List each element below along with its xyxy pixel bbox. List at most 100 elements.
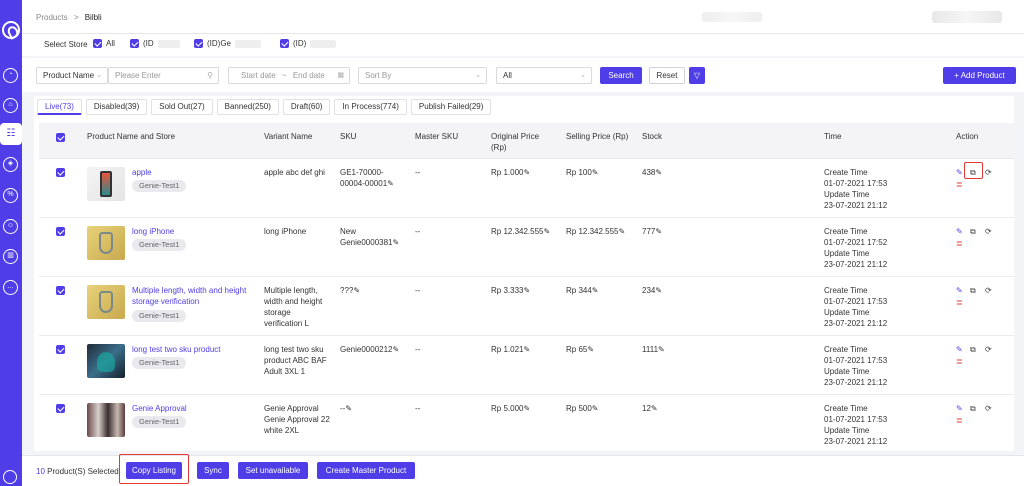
tab-publish-failed[interactable]: Publish Failed(29) bbox=[410, 99, 492, 115]
row-checkbox[interactable] bbox=[56, 168, 65, 177]
tab-disabled[interactable]: Disabled(39) bbox=[85, 99, 148, 115]
product-thumbnail[interactable] bbox=[87, 285, 125, 319]
support-icon[interactable] bbox=[3, 470, 17, 484]
search-button[interactable]: Search bbox=[600, 67, 642, 84]
edit-icon[interactable]: ✎ bbox=[956, 286, 963, 295]
row-checkbox[interactable] bbox=[56, 227, 65, 236]
filter-icon[interactable]: ▽ bbox=[689, 67, 705, 84]
cart-icon[interactable]: ⌂ bbox=[3, 98, 18, 113]
set-unavailable-button[interactable]: Set unavailable bbox=[238, 462, 308, 479]
promotion-icon[interactable]: % bbox=[3, 188, 18, 203]
product-name-link[interactable]: long test two sku product bbox=[132, 345, 221, 354]
delete-list-icon[interactable]: ≣ bbox=[956, 416, 963, 425]
checkbox-icon[interactable] bbox=[194, 39, 203, 48]
copy-listing-button[interactable]: Copy Listing bbox=[126, 462, 182, 479]
checkbox-icon[interactable] bbox=[280, 39, 289, 48]
tab-live[interactable]: Live(73) bbox=[37, 99, 82, 115]
message-icon[interactable]: … bbox=[3, 280, 18, 295]
edit-price-icon[interactable]: ✎ bbox=[591, 168, 599, 177]
tab-sold-out[interactable]: Sold Out(27) bbox=[151, 99, 213, 115]
delete-list-icon[interactable]: ≣ bbox=[956, 180, 963, 189]
store-option-all[interactable]: All bbox=[93, 39, 115, 48]
edit-price-icon[interactable]: ✎ bbox=[523, 168, 531, 177]
sync-icon[interactable]: ⟳ bbox=[985, 168, 992, 177]
edit-price-icon[interactable]: ✎ bbox=[587, 345, 595, 354]
store-option-1[interactable]: (ID bbox=[130, 39, 180, 48]
breadcrumb-root[interactable]: Products bbox=[36, 13, 68, 22]
edit-stock-icon[interactable]: ✎ bbox=[650, 404, 658, 413]
col-stock: Stock bbox=[642, 132, 663, 141]
edit-sku-icon[interactable]: ✎ bbox=[392, 345, 400, 354]
edit-stock-icon[interactable]: ✎ bbox=[655, 168, 663, 177]
edit-price-icon[interactable]: ✎ bbox=[523, 404, 531, 413]
field-select[interactable]: Product Name ⌄ bbox=[36, 67, 108, 84]
edit-price-icon[interactable]: ✎ bbox=[523, 286, 531, 295]
edit-price-icon[interactable]: ✎ bbox=[618, 227, 626, 236]
product-name-link[interactable]: Multiple length, width and height storag… bbox=[132, 286, 247, 306]
date-range-picker[interactable]: Start date ~ End date ▦ bbox=[228, 67, 350, 84]
add-product-button[interactable]: + Add Product bbox=[943, 67, 1016, 84]
row-checkbox[interactable] bbox=[56, 345, 65, 354]
sidebar: ◔ ⌂ ☷ ◈ % ☺ ▥ … bbox=[0, 0, 22, 486]
product-thumbnail[interactable] bbox=[87, 344, 125, 378]
edit-icon[interactable]: ✎ bbox=[956, 227, 963, 236]
checkbox-icon[interactable] bbox=[130, 39, 139, 48]
tab-draft[interactable]: Draft(60) bbox=[282, 99, 331, 115]
sync-icon[interactable]: ⟳ bbox=[985, 286, 992, 295]
product-name-link[interactable]: Genie Approval bbox=[132, 404, 187, 413]
sync-button[interactable]: Sync bbox=[197, 462, 229, 479]
store-option-2[interactable]: (ID)Ge bbox=[194, 39, 261, 48]
copy-icon[interactable]: ⧉ bbox=[970, 345, 976, 354]
package-icon[interactable]: ◈ bbox=[3, 157, 18, 172]
row-checkbox[interactable] bbox=[56, 404, 65, 413]
product-name-link[interactable]: apple bbox=[132, 168, 152, 177]
checkbox-icon[interactable] bbox=[93, 39, 102, 48]
tab-banned[interactable]: Banned(250) bbox=[216, 99, 279, 115]
search-input[interactable]: Please Enter ⚲ bbox=[108, 67, 219, 84]
edit-sku-icon[interactable]: ✎ bbox=[387, 179, 394, 188]
products-icon[interactable]: ☷ bbox=[0, 123, 22, 145]
sync-icon[interactable]: ⟳ bbox=[985, 345, 992, 354]
store-option-3[interactable]: (ID) bbox=[280, 39, 337, 48]
sync-icon[interactable]: ⟳ bbox=[985, 404, 992, 413]
product-thumbnail[interactable] bbox=[87, 167, 125, 201]
copy-icon[interactable]: ⧉ bbox=[970, 168, 976, 177]
edit-icon[interactable]: ✎ bbox=[956, 168, 963, 177]
edit-icon[interactable]: ✎ bbox=[956, 404, 963, 413]
stock-value: 1111 bbox=[642, 345, 659, 354]
search-icon[interactable]: ⚲ bbox=[207, 71, 213, 80]
copy-icon[interactable]: ⧉ bbox=[970, 404, 976, 413]
edit-stock-icon[interactable]: ✎ bbox=[655, 286, 663, 295]
user-menu[interactable] bbox=[932, 11, 1002, 23]
row-checkbox[interactable] bbox=[56, 286, 65, 295]
select-all-checkbox[interactable] bbox=[56, 133, 65, 142]
edit-price-icon[interactable]: ✎ bbox=[591, 286, 599, 295]
delete-list-icon[interactable]: ≣ bbox=[956, 357, 963, 366]
edit-price-icon[interactable]: ✎ bbox=[523, 345, 531, 354]
product-name-link[interactable]: long iPhone bbox=[132, 227, 175, 236]
product-thumbnail[interactable] bbox=[87, 226, 125, 260]
dashboard-icon[interactable]: ◔ bbox=[3, 68, 18, 83]
copy-icon[interactable]: ⧉ bbox=[970, 286, 976, 295]
create-master-product-button[interactable]: Create Master Product bbox=[317, 462, 415, 479]
tab-in-process[interactable]: In Process(774) bbox=[334, 99, 407, 115]
edit-icon[interactable]: ✎ bbox=[956, 345, 963, 354]
edit-stock-icon[interactable]: ✎ bbox=[655, 227, 663, 236]
report-icon[interactable]: ▥ bbox=[3, 249, 18, 264]
product-thumbnail[interactable] bbox=[87, 403, 125, 437]
sort-select[interactable]: Sort By ⌄ bbox=[358, 67, 487, 84]
status-select[interactable]: All ⌄ bbox=[496, 67, 592, 84]
edit-stock-icon[interactable]: ✎ bbox=[658, 345, 665, 354]
edit-sku-icon[interactable]: ✎ bbox=[392, 238, 400, 247]
edit-price-icon[interactable]: ✎ bbox=[591, 404, 599, 413]
customer-icon[interactable]: ☺ bbox=[3, 219, 18, 234]
sync-icon[interactable]: ⟳ bbox=[985, 227, 992, 236]
edit-sku-icon[interactable]: ✎ bbox=[345, 404, 353, 413]
edit-price-icon[interactable]: ✎ bbox=[543, 227, 551, 236]
delete-list-icon[interactable]: ≣ bbox=[956, 298, 963, 307]
delete-list-icon[interactable]: ≣ bbox=[956, 239, 963, 248]
copy-icon[interactable]: ⧉ bbox=[970, 227, 976, 236]
end-date: End date bbox=[292, 71, 325, 80]
edit-sku-icon[interactable]: ✎ bbox=[353, 286, 361, 295]
reset-button[interactable]: Reset bbox=[649, 67, 685, 84]
